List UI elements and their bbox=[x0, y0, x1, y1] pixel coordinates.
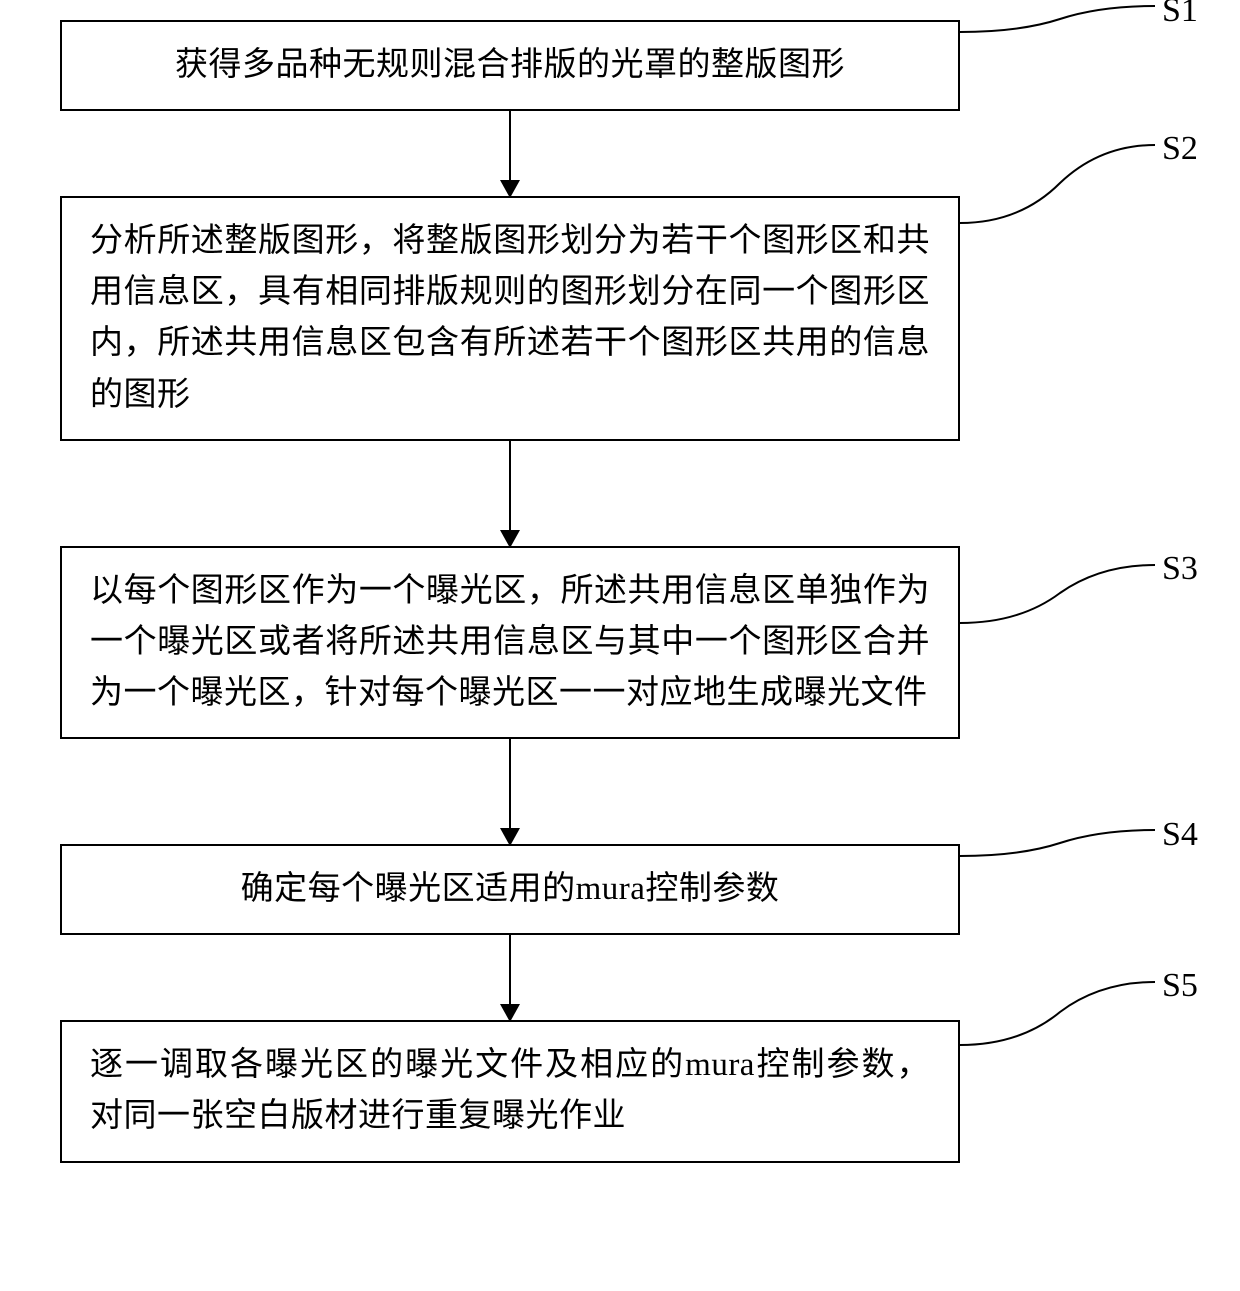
step-text: 以每个图形区作为一个曝光区，所述共用信息区单独作为一个曝光区或者将所述共用信息区… bbox=[90, 566, 930, 719]
step-text: 分析所述整版图形，将整版图形划分为若干个图形区和共用信息区，具有相同排版规则的图… bbox=[90, 216, 930, 421]
flowchart-arrow bbox=[60, 935, 960, 1020]
flowchart-step-s4: 确定每个曝光区适用的mura控制参数 S4 bbox=[60, 844, 960, 935]
label-connector-s1 bbox=[960, 4, 1170, 64]
flowchart-step-s1: 获得多品种无规则混合排版的光罩的整版图形 S1 bbox=[60, 20, 960, 111]
step-label-s1: S1 bbox=[1162, 0, 1198, 30]
label-connector-s4 bbox=[960, 828, 1170, 888]
flowchart-step-s2: 分析所述整版图形，将整版图形划分为若干个图形区和共用信息区，具有相同排版规则的图… bbox=[60, 196, 960, 441]
step-label-s5: S5 bbox=[1162, 967, 1198, 1005]
step-text: 确定每个曝光区适用的mura控制参数 bbox=[241, 864, 780, 915]
flowchart-step-s3: 以每个图形区作为一个曝光区，所述共用信息区单独作为一个曝光区或者将所述共用信息区… bbox=[60, 546, 960, 739]
step-label-s2: S2 bbox=[1162, 130, 1198, 168]
label-connector-s3 bbox=[960, 563, 1170, 663]
step-label-s3: S3 bbox=[1162, 550, 1198, 588]
step-text: 获得多品种无规则混合排版的光罩的整版图形 bbox=[175, 40, 845, 91]
step-text: 逐一调取各曝光区的曝光文件及相应的mura控制参数，对同一张空白版材进行重复曝光… bbox=[90, 1040, 930, 1142]
label-connector-s2 bbox=[960, 143, 1170, 263]
flowchart-arrow bbox=[60, 441, 960, 546]
flowchart-step-s5: 逐一调取各曝光区的曝光文件及相应的mura控制参数，对同一张空白版材进行重复曝光… bbox=[60, 1020, 960, 1162]
flowchart-arrow bbox=[60, 739, 960, 844]
flowchart-arrow bbox=[60, 111, 960, 196]
step-label-s4: S4 bbox=[1162, 816, 1198, 854]
flowchart-container: 获得多品种无规则混合排版的光罩的整版图形 S1 分析所述整版图形，将整版图形划分… bbox=[60, 20, 1180, 1163]
label-connector-s5 bbox=[960, 980, 1170, 1080]
